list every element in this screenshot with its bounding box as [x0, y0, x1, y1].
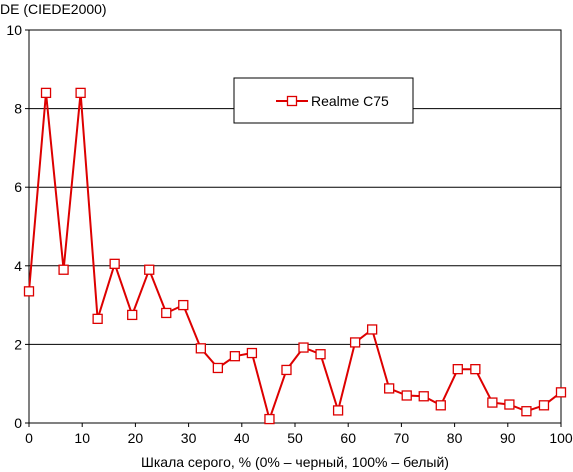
series-line: [28, 91, 562, 421]
data-point: [487, 397, 498, 408]
data-point: [521, 406, 532, 417]
data-point: [384, 383, 395, 394]
y-tick-label: 4: [14, 258, 22, 274]
y-tick-label: 8: [14, 101, 22, 117]
x-axis-label: Шкала серого, % (0% – черный, 100% – бел…: [141, 454, 449, 470]
data-point: [246, 347, 258, 359]
x-tick-label: 40: [234, 430, 250, 446]
data-point: [538, 400, 550, 411]
y-axis-label: DE (CIEDE2000): [0, 1, 107, 17]
data-point: [40, 87, 52, 99]
data-point: [315, 349, 326, 360]
y-axis-ticks: 0 2 4 6 8 10: [6, 22, 29, 431]
data-point: [161, 307, 172, 319]
x-tick-label: 50: [287, 430, 303, 446]
data-point: [349, 337, 361, 348]
x-tick-label: 100: [549, 430, 573, 446]
x-tick-label: 80: [447, 430, 463, 446]
x-tick-label: 90: [500, 430, 516, 446]
data-point: [366, 324, 378, 335]
data-point: [435, 400, 446, 411]
data-point: [212, 362, 224, 374]
x-tick-label: 30: [181, 430, 197, 446]
data-point: [504, 399, 515, 410]
data-point: [144, 264, 155, 275]
legend: Realme C75: [233, 77, 414, 124]
x-tick-label: 0: [25, 430, 33, 446]
y-tick-label: 6: [14, 179, 22, 195]
data-point: [332, 405, 344, 416]
data-point: [92, 313, 103, 325]
data-point: [23, 286, 35, 297]
data-point: [229, 351, 241, 362]
legend-marker: [286, 95, 298, 107]
legend-box: [233, 77, 414, 124]
data-point: [195, 343, 206, 354]
data-point: [401, 390, 412, 401]
x-axis-ticks: 0 10 20 30 40 50 60 70 80 90 100: [25, 423, 573, 446]
data-point: [418, 391, 429, 402]
data-point: [178, 299, 189, 311]
data-point: [109, 258, 120, 269]
x-tick-label: 60: [340, 430, 356, 446]
x-tick-label: 20: [128, 430, 144, 446]
data-point: [281, 364, 292, 376]
y-tick-label: 10: [6, 22, 22, 38]
y-tick-label: 2: [14, 336, 22, 352]
chart-grid: [29, 108, 561, 345]
data-point: [75, 87, 86, 99]
data-point: [470, 364, 481, 375]
x-tick-label: 70: [394, 430, 410, 446]
data-point: [298, 342, 309, 353]
y-tick-label: 0: [14, 415, 22, 431]
data-point: [127, 309, 138, 321]
series-realme-c75: [23, 87, 567, 425]
data-point: [58, 264, 69, 275]
data-point: [555, 387, 567, 398]
legend-label: Realme C75: [311, 93, 389, 109]
data-point: [452, 364, 463, 375]
x-tick-label: 10: [74, 430, 90, 446]
data-point: [264, 413, 275, 425]
